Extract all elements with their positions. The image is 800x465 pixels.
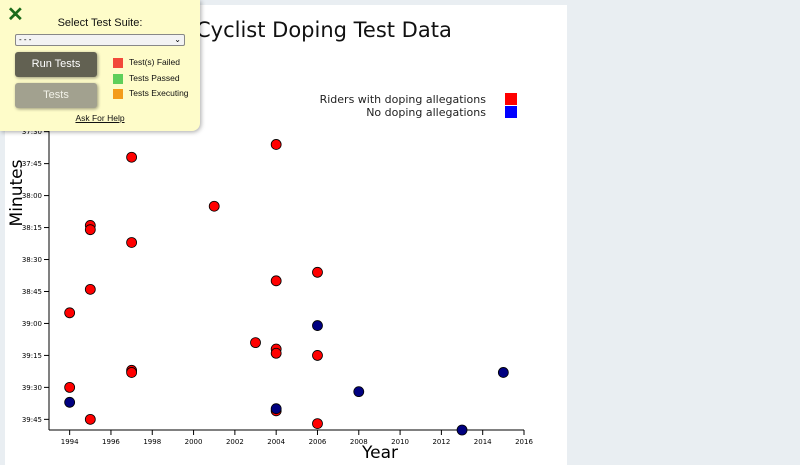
data-point bbox=[312, 350, 323, 361]
y-tick-label: 39:30 bbox=[22, 384, 42, 392]
executing-swatch bbox=[113, 88, 123, 99]
chart-title: Cyclist Doping Test Data bbox=[196, 18, 452, 42]
legend-failed: Test(s) Failed bbox=[113, 57, 180, 68]
x-tick-label: 1998 bbox=[143, 438, 161, 446]
data-point bbox=[497, 367, 509, 378]
data-point bbox=[312, 320, 323, 331]
data-point bbox=[353, 386, 365, 398]
data-point bbox=[270, 403, 282, 415]
y-axis-label: Minutes bbox=[7, 159, 27, 226]
x-axis-label: Year bbox=[361, 443, 398, 463]
x-tick-label: 1996 bbox=[102, 438, 120, 446]
scatter-chart: Cyclist Doping Test Data 1994 1996 1998 2000… bbox=[7, 18, 533, 463]
legend-label: Tests Executing bbox=[129, 88, 189, 98]
data-point bbox=[64, 396, 76, 408]
select-value: - - - bbox=[19, 35, 32, 44]
data-point bbox=[270, 275, 282, 287]
legend-label: No doping allegations bbox=[366, 106, 486, 119]
run-tests-button[interactable]: Run Tests bbox=[15, 52, 97, 77]
x-tick-label: 2008 bbox=[350, 438, 368, 446]
tests-button[interactable]: Tests bbox=[15, 83, 97, 108]
y-tick-label: 37:30 bbox=[22, 128, 42, 136]
y-tick-label: 39:00 bbox=[22, 320, 42, 328]
x-tick-label: 2010 bbox=[391, 438, 409, 446]
x-tick-label: 2016 bbox=[515, 438, 533, 446]
data-point bbox=[126, 367, 138, 378]
y-tick-label: 39:15 bbox=[22, 352, 42, 360]
data-point bbox=[312, 418, 323, 430]
chevron-down-icon: ⌄ bbox=[174, 35, 181, 44]
y-tick-label: 38:30 bbox=[22, 256, 42, 264]
test-panel: ✕ Select Test Suite: - - - ⌄ Run Tests Te… bbox=[0, 0, 200, 131]
data-point bbox=[84, 283, 96, 295]
x-tick-label: 1994 bbox=[61, 438, 79, 446]
legend-label: Riders with doping allegations bbox=[320, 93, 487, 106]
test-suite-select[interactable]: - - - ⌄ bbox=[15, 34, 185, 46]
passed-swatch bbox=[113, 73, 123, 84]
data-point bbox=[126, 151, 138, 163]
x-tick-label: 2012 bbox=[432, 438, 450, 446]
data-point bbox=[64, 307, 76, 319]
y-tick-label: 39:45 bbox=[22, 416, 42, 424]
x-tick-label: 2004 bbox=[267, 438, 285, 446]
data-point bbox=[126, 237, 138, 248]
x-tick-label: 2002 bbox=[226, 438, 244, 446]
data-point bbox=[208, 200, 220, 212]
y-tick-label: 38:00 bbox=[22, 192, 42, 200]
data-point bbox=[84, 413, 96, 425]
data-point bbox=[270, 347, 282, 359]
y-tick-label: 37:45 bbox=[22, 160, 42, 168]
ask-for-help-link[interactable]: Ask For Help bbox=[75, 113, 125, 123]
data-point bbox=[250, 337, 261, 349]
data-point bbox=[84, 224, 96, 236]
failed-swatch bbox=[113, 57, 123, 68]
legend-executing: Tests Executing bbox=[113, 88, 189, 99]
data-point bbox=[64, 381, 76, 393]
legend-label: Test(s) Failed bbox=[129, 57, 181, 67]
data-point bbox=[456, 424, 468, 436]
x-tick-label: 2014 bbox=[474, 438, 492, 446]
close-icon[interactable]: ✕ bbox=[7, 4, 24, 26]
data-point bbox=[312, 266, 323, 278]
data-point bbox=[270, 139, 282, 150]
x-tick-label: 2000 bbox=[185, 438, 203, 446]
legend-passed: Tests Passed bbox=[113, 73, 180, 84]
legend-label: Tests Passed bbox=[129, 73, 180, 83]
legend-swatch bbox=[505, 106, 517, 118]
y-tick-label: 38:45 bbox=[22, 288, 42, 296]
x-tick-label: 2006 bbox=[309, 438, 327, 446]
y-tick-label: 38:15 bbox=[22, 224, 42, 232]
legend-swatch bbox=[505, 93, 517, 105]
select-label: Select Test Suite: bbox=[57, 17, 143, 29]
